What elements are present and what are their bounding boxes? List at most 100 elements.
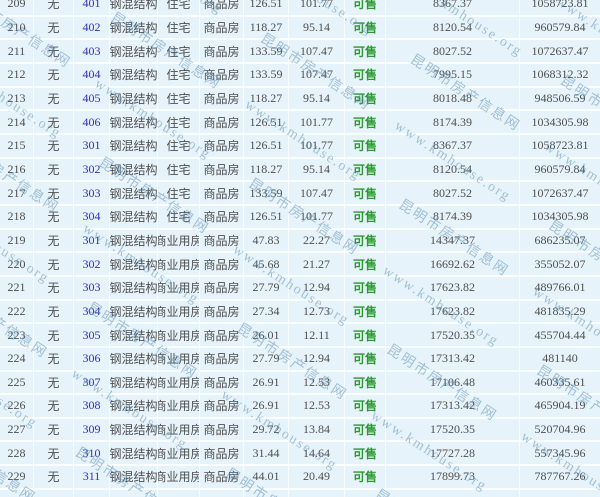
usage-cell: 商业用房 xyxy=(158,253,200,275)
build-area-cell: 27.34 xyxy=(244,300,289,323)
status-badge: 可售 xyxy=(345,253,386,275)
build-area-cell: 118.27 xyxy=(244,16,289,39)
mortgage-cell: 无 xyxy=(34,40,74,62)
structure-cell: 钢混结构 xyxy=(110,371,158,394)
inner-area-cell xyxy=(289,489,345,497)
table-row: 219 无 301 钢混结构 商业用房 商品房 47.83 22.27 可售 1… xyxy=(0,229,600,254)
build-area-cell: 133.59 xyxy=(244,40,289,62)
table-row: 214 无 406 钢混结构 住宅 商品房 126.51 101.77 可售 8… xyxy=(0,111,600,135)
room-no-link[interactable]: 305 xyxy=(74,324,110,346)
total-price-cell: 460335.61 xyxy=(534,374,586,389)
room-no-link[interactable]: 310 xyxy=(74,442,110,465)
room-no-link[interactable]: 306 xyxy=(74,347,110,370)
seq-cell: 216 xyxy=(0,158,34,181)
structure-cell: 钢混结构 xyxy=(110,229,158,252)
total-price-cell: 787767.26 xyxy=(534,469,586,484)
total-price-cell: 1058723.81 xyxy=(531,138,589,153)
total-price-cell: 465904.19 xyxy=(534,398,586,413)
table-row: 210 无 402 钢混结构 住宅 商品房 118.27 95.14 可售 81… xyxy=(0,16,600,41)
build-area-cell: 29.72 xyxy=(244,418,289,441)
structure-cell: 钢混结构 xyxy=(110,182,158,204)
room-no-link[interactable]: 304 xyxy=(74,205,110,228)
room-no-link[interactable]: 303 xyxy=(74,276,110,299)
room-no-link[interactable] xyxy=(74,489,110,497)
usage-cell: 住宅 xyxy=(158,0,200,15)
usage-cell: 商业用房 xyxy=(158,276,200,299)
sale-type-cell: 商品房 xyxy=(200,395,244,417)
usage-cell: 商业用房 xyxy=(158,324,200,346)
structure-cell: 钢混结构 xyxy=(110,253,158,275)
build-area-cell: 45.68 xyxy=(244,253,289,275)
sale-type-cell: 商品房 xyxy=(200,371,244,394)
total-price-cell: 960579.84 xyxy=(534,161,586,176)
status-badge: 可售 xyxy=(345,229,386,252)
unit-price-cell: 7995.15 xyxy=(386,63,520,86)
total-price-cell: 489766.01 xyxy=(534,280,586,295)
sale-type-cell: 商品房 xyxy=(200,347,244,370)
table-row: 225 无 307 钢混结构 商业用房 商品房 26.91 12.53 可售 1… xyxy=(0,371,600,396)
room-no-link[interactable]: 405 xyxy=(74,87,110,110)
room-no-link[interactable]: 404 xyxy=(74,63,110,86)
structure-cell: 钢混结构 xyxy=(110,87,158,110)
usage-cell: 住宅 xyxy=(158,40,200,62)
inner-area-cell: 12.73 xyxy=(289,300,345,323)
unit-price-cell xyxy=(386,489,520,497)
total-price-cell: 960579.84 xyxy=(534,19,586,34)
mortgage-cell: 无 xyxy=(34,158,74,181)
room-no-link[interactable]: 401 xyxy=(74,0,110,15)
mortgage-cell: 无 xyxy=(34,276,74,299)
room-no-link[interactable]: 304 xyxy=(74,300,110,323)
usage-cell: 住宅 xyxy=(158,158,200,181)
mortgage-cell: 无 xyxy=(34,0,74,15)
unit-price-cell: 8174.39 xyxy=(386,111,520,133)
usage-cell xyxy=(158,489,200,497)
sale-type-cell: 商品房 xyxy=(200,418,244,441)
unit-price-cell: 17106.48 xyxy=(386,371,520,394)
build-area-cell: 26.01 xyxy=(244,324,289,346)
sale-type-cell: 商品房 xyxy=(200,16,244,39)
inner-area-cell: 13.84 xyxy=(289,418,345,441)
total-price-cell: 481140 xyxy=(542,351,578,366)
status-badge: 可售 xyxy=(345,0,386,15)
status-badge: 可售 xyxy=(345,395,386,417)
room-no-link[interactable]: 307 xyxy=(74,371,110,394)
structure-cell: 钢混结构 xyxy=(110,466,158,488)
seq-cell: 217 xyxy=(0,182,34,204)
room-no-link[interactable]: 301 xyxy=(74,134,110,157)
mortgage-cell: 无 xyxy=(34,466,74,488)
structure-cell: 钢混结构 xyxy=(110,205,158,228)
room-no-link[interactable]: 309 xyxy=(74,418,110,441)
room-no-link[interactable]: 406 xyxy=(74,111,110,133)
room-no-link[interactable]: 311 xyxy=(74,466,110,488)
build-area-cell: 27.79 xyxy=(244,347,289,370)
room-no-link[interactable]: 303 xyxy=(74,182,110,204)
sale-type-cell: 商品房 xyxy=(200,276,244,299)
mortgage-cell: 无 xyxy=(34,87,74,110)
table-row: 211 无 403 钢混结构 住宅 商品房 133.59 107.47 可售 8… xyxy=(0,40,600,64)
inner-area-cell: 12.53 xyxy=(289,395,345,417)
seq-cell: 220 xyxy=(0,253,34,275)
mortgage-cell: 无 xyxy=(34,347,74,370)
room-no-link[interactable]: 403 xyxy=(74,40,110,62)
total-price-cell: 557345.96 xyxy=(534,445,586,460)
sale-type-cell: 商品房 xyxy=(200,300,244,323)
unit-price-cell: 17520.35 xyxy=(386,418,520,441)
status-badge: 可售 xyxy=(345,111,386,133)
room-no-link[interactable]: 308 xyxy=(74,395,110,417)
build-area-cell: 44.01 xyxy=(244,466,289,488)
seq-cell: 218 xyxy=(0,205,34,228)
mortgage-cell: 无 xyxy=(34,16,74,39)
structure-cell: 钢混结构 xyxy=(110,134,158,157)
sale-type-cell: 商品房 xyxy=(200,87,244,110)
usage-cell: 商业用房 xyxy=(158,466,200,488)
inner-area-cell: 107.47 xyxy=(289,182,345,204)
room-no-link[interactable]: 402 xyxy=(74,16,110,39)
mortgage-cell: 无 xyxy=(34,395,74,417)
room-no-link[interactable]: 302 xyxy=(74,253,110,275)
sale-type-cell: 商品房 xyxy=(200,182,244,204)
room-no-link[interactable]: 301 xyxy=(74,229,110,252)
structure-cell: 钢混结构 xyxy=(110,347,158,370)
room-no-link[interactable]: 302 xyxy=(74,158,110,181)
usage-cell: 商业用房 xyxy=(158,347,200,370)
status-badge: 可售 xyxy=(345,87,386,110)
